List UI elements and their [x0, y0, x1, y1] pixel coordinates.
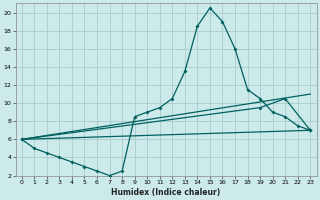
X-axis label: Humidex (Indice chaleur): Humidex (Indice chaleur) — [111, 188, 221, 197]
